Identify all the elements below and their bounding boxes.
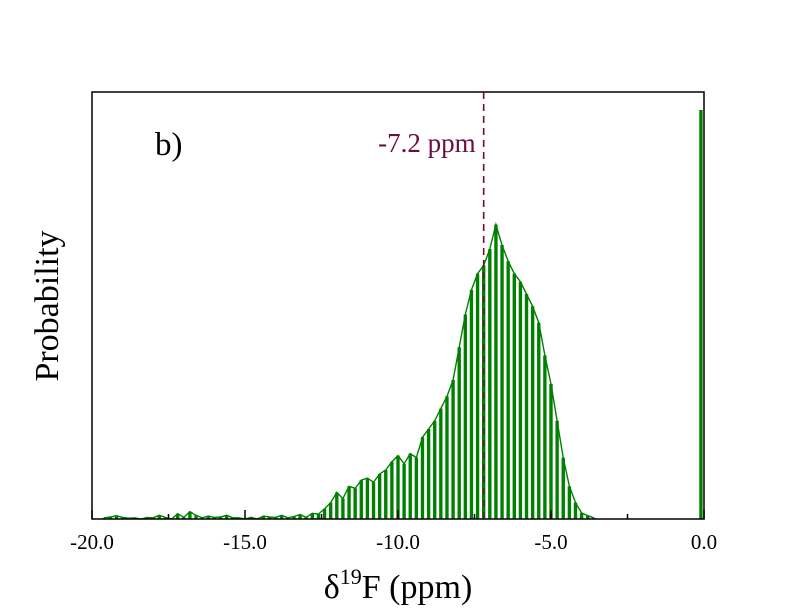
- x-axis-tick-labels: -20.0 -15.0 -10.0 -5.0 0.0: [70, 530, 717, 554]
- histogram-bar: [249, 517, 253, 519]
- histogram-bar: [298, 514, 302, 519]
- histogram-bar: [365, 478, 370, 519]
- x-axis-ticks: [91, 510, 705, 519]
- histogram-bar: [463, 314, 468, 519]
- histogram-bar: [500, 244, 504, 519]
- histogram-bar: [341, 498, 345, 519]
- histogram-bar: [494, 224, 498, 519]
- histogram-bar: [530, 306, 535, 519]
- histogram-bar: [457, 347, 461, 519]
- histogram-bar: [537, 322, 541, 519]
- histogram-bar: [549, 384, 553, 519]
- histogram-bar: [426, 429, 431, 519]
- histogram-bar: [439, 408, 443, 519]
- histogram-bar: [475, 273, 480, 519]
- x-tick-label: 0.0: [691, 530, 717, 554]
- histogram-bar: [273, 517, 278, 519]
- histogram-bar: [402, 463, 406, 519]
- histogram-bar: [396, 455, 400, 519]
- histogram-bar: [163, 517, 168, 519]
- panel-label: b): [155, 127, 183, 163]
- x-tick-label: -5.0: [534, 530, 567, 554]
- histogram-bar: [353, 488, 357, 519]
- y-axis-label: Probability: [29, 230, 66, 381]
- x-tick-label: -15.0: [223, 530, 267, 554]
- histogram-bar: [176, 513, 180, 519]
- histogram-bar: [335, 492, 339, 519]
- histogram-bar: [188, 511, 192, 519]
- histogram-bar: [488, 249, 492, 519]
- histogram-bar: [108, 516, 113, 519]
- histogram-bar: [194, 515, 198, 519]
- histogram-bar: [390, 461, 394, 519]
- histogram-bar: [414, 457, 419, 519]
- histogram-bar: [377, 474, 382, 519]
- histogram-bar: [433, 420, 437, 519]
- histogram-outline: [104, 221, 595, 520]
- histogram-bar: [699, 110, 703, 519]
- histogram-bar: [329, 502, 333, 519]
- histogram-bar: [512, 273, 516, 519]
- histogram-bar: [408, 453, 412, 519]
- histogram-bar: [322, 508, 327, 519]
- histogram-bar: [304, 517, 308, 519]
- histogram-bar: [451, 379, 455, 519]
- histogram-bar: [347, 486, 351, 519]
- histogram-bar: [114, 515, 119, 519]
- histogram-bar: [445, 396, 449, 519]
- histogram-bar: [420, 437, 425, 519]
- histogram-bar: [261, 516, 266, 519]
- histogram-bar: [518, 281, 523, 519]
- histogram-bar: [586, 515, 590, 519]
- histogram-bar: [524, 294, 529, 519]
- x-tick-label: -20.0: [70, 530, 114, 554]
- histogram-bar: [280, 515, 284, 519]
- histogram-bar: [145, 517, 149, 519]
- histogram-bar: [573, 502, 578, 519]
- histogram-bar: [384, 469, 388, 519]
- histogram-bar: [359, 480, 363, 519]
- histogram-bar: [206, 516, 210, 519]
- x-axis-label: δ19F (ppm): [324, 564, 473, 606]
- histogram-bar: [567, 486, 572, 519]
- histogram-bar: [506, 261, 510, 519]
- histogram-bar: [218, 516, 223, 519]
- histogram-bar: [316, 514, 321, 519]
- histogram-bar: [120, 517, 125, 519]
- reference-line-label: -7.2 ppm: [378, 128, 476, 158]
- histogram-bar: [543, 355, 547, 519]
- histogram-bar: [579, 512, 584, 519]
- histogram-bar: [212, 517, 217, 519]
- histogram-bar: [555, 420, 559, 519]
- histogram-bars: [102, 110, 703, 520]
- histogram-bar: [310, 513, 315, 519]
- histogram-bar: [157, 515, 162, 519]
- histogram-bar: [561, 457, 565, 519]
- histogram-bar: [224, 515, 229, 519]
- histogram-bar: [371, 482, 376, 519]
- histogram-bar: [469, 289, 474, 519]
- x-tick-label: -10.0: [376, 530, 420, 554]
- histogram-bar: [292, 516, 296, 519]
- histogram-bar: [267, 516, 272, 519]
